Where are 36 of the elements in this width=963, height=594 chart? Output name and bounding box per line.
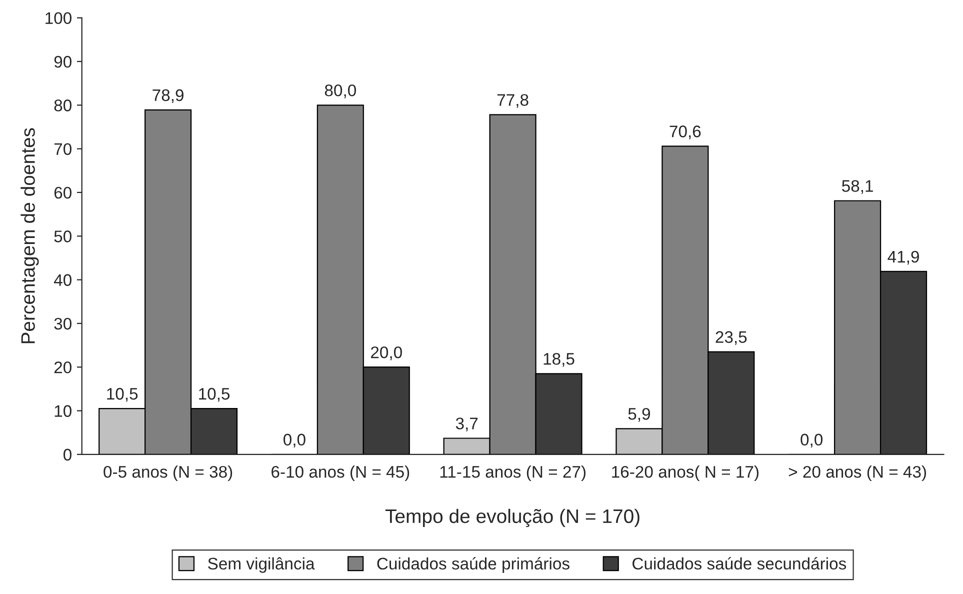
- data-label: 0,0: [284, 434, 306, 448]
- data-label: 23,5: [716, 331, 747, 345]
- x-tick-label: 0-5 anos (N = 38): [104, 466, 232, 482]
- x-tick-label: > 20 anos (N = 43): [788, 466, 926, 482]
- data-label: 0,0: [800, 434, 823, 448]
- x-tick-label: 11-15 anos (N = 27): [440, 466, 586, 482]
- data-label: 10,5: [199, 388, 230, 402]
- y-tick-label: 60: [54, 186, 72, 199]
- data-label: 77,8: [497, 94, 528, 108]
- data-label: 58,1: [842, 180, 873, 194]
- data-label: 20,0: [371, 346, 402, 360]
- y-tick-label: 90: [54, 56, 72, 68]
- y-tick-label: 80: [54, 100, 72, 112]
- data-label: 41,9: [888, 250, 919, 265]
- legend-label: Sem vigilância: [208, 557, 315, 573]
- data-label: 5,9: [628, 408, 650, 422]
- y-tick-label: 40: [54, 274, 72, 286]
- y-tick-label: 30: [54, 318, 72, 330]
- data-label: 3,7: [456, 418, 478, 432]
- data-label: 10,5: [107, 388, 138, 402]
- y-tick-label: 50: [54, 230, 72, 242]
- x-axis-title: Tempo de evolução (N = 170): [385, 508, 640, 528]
- y-tick-label: 0: [64, 448, 72, 461]
- y-tick-label: 10: [54, 405, 72, 417]
- y-tick-label: 70: [54, 143, 72, 155]
- data-label: 18,5: [544, 352, 574, 367]
- y-tick-label: 20: [54, 361, 72, 374]
- data-label: 80,0: [324, 84, 356, 98]
- x-tick-label: 6-10 anos (N = 45): [272, 466, 410, 482]
- legend-label: Cuidados saúde primários: [377, 557, 570, 573]
- legend-label: Cuidados saúde secundários: [632, 557, 846, 570]
- x-tick-label: 16-20 anos( N = 17): [612, 466, 758, 482]
- data-label: 70,6: [670, 126, 701, 140]
- y-tick-label: 100: [46, 12, 72, 24]
- data-label: 78,9: [152, 89, 184, 104]
- y-axis-title: Percentagem de doentes: [20, 128, 39, 344]
